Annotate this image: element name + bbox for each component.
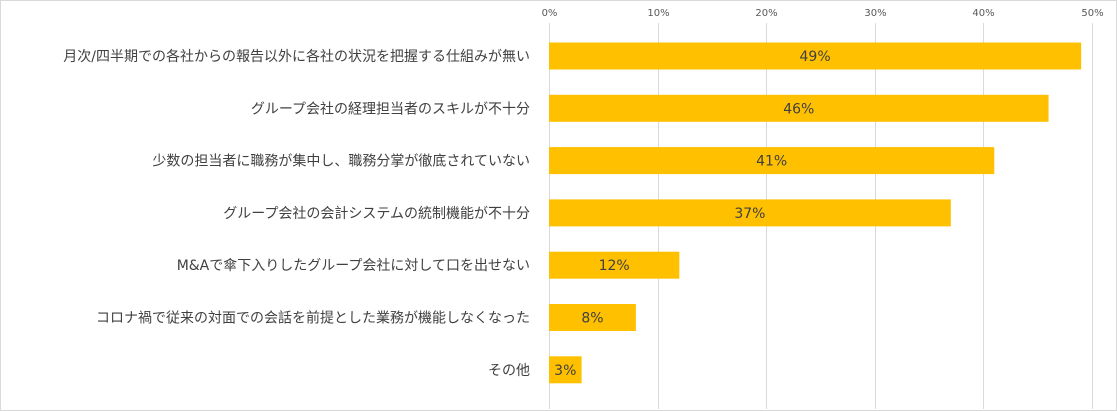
data-label: 49%	[800, 49, 831, 65]
bars	[549, 42, 1082, 384]
category-label: M&Aで傘下入りしたグループ会社に対して口を出せない	[177, 258, 530, 274]
x-tick-label: 10%	[647, 8, 669, 19]
x-tick-label: 30%	[864, 8, 886, 19]
data-label: 12%	[599, 258, 630, 274]
category-label: グループ会社の経理担当者のスキルが不十分	[251, 101, 530, 117]
bar	[549, 251, 680, 279]
bar	[549, 356, 582, 384]
data-label: 8%	[581, 311, 603, 327]
x-tick-label: 50%	[1081, 8, 1103, 19]
data-labels: 49% 46% 41% 37% 12% 8% 3%	[554, 49, 830, 379]
x-tick-label: 40%	[972, 8, 994, 19]
data-label: 37%	[734, 206, 765, 222]
data-label: 46%	[783, 101, 814, 117]
bar	[549, 199, 951, 227]
bar	[549, 304, 636, 331]
x-tick-label: 0%	[542, 8, 558, 19]
bar	[549, 42, 1082, 70]
category-label: グループ会社の会計システムの統制機能が不十分	[223, 206, 530, 222]
x-tick-label: 20%	[755, 8, 777, 19]
category-label: 少数の担当者に職務が集中し、職務分掌が徹底されていない	[152, 153, 530, 170]
bar	[549, 94, 1049, 122]
bar	[549, 147, 995, 175]
category-label: 月次/四半期での各社からの報告以外に各社の状況を把握する仕組みが無い	[63, 49, 530, 65]
category-label: コロナ禍で従来の対面での会話を前提とした業務が機能しなくなった	[96, 310, 530, 327]
x-axis-ticks: 0% 10% 20% 30% 40% 50%	[542, 8, 1104, 19]
data-label: 3%	[554, 363, 576, 379]
data-label: 41%	[756, 154, 787, 170]
category-labels: 月次/四半期での各社からの報告以外に各社の状況を把握する仕組みが無いグループ会社…	[63, 49, 530, 379]
category-label: その他	[488, 363, 530, 379]
